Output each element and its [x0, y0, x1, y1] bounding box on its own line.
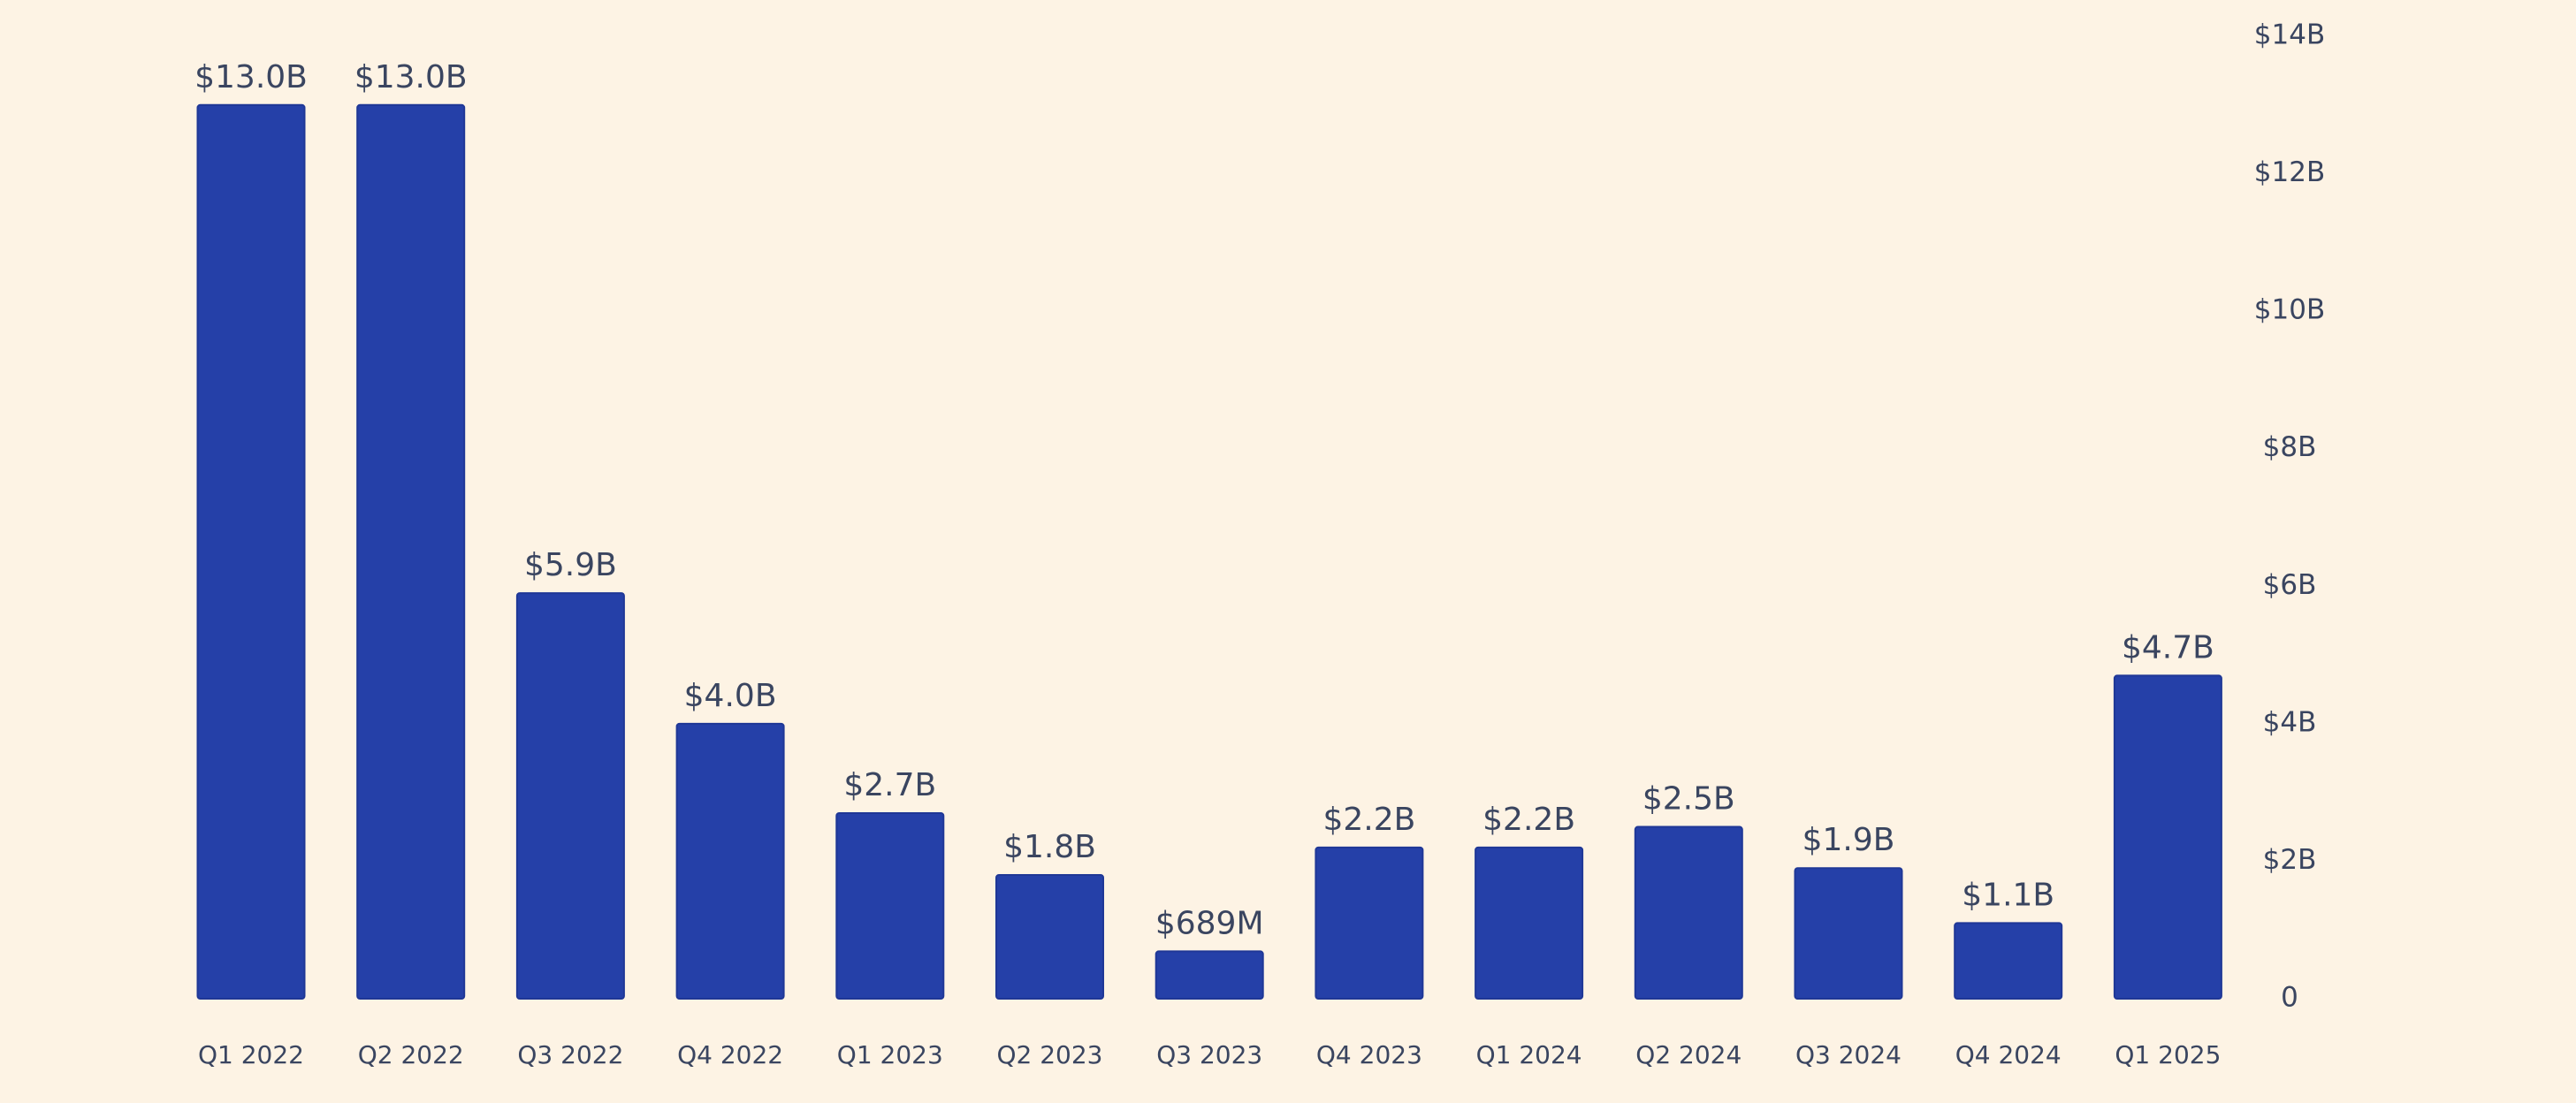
bar: [2113, 674, 2222, 1000]
data-label: $2.5B: [1642, 781, 1735, 818]
x-tick-label: Q1 2024: [1476, 1040, 1582, 1069]
data-label: $13.0B: [194, 59, 308, 95]
bar: [1155, 950, 1264, 1000]
data-label: $689M: [1155, 905, 1264, 941]
y-tick-label: $10B: [2254, 294, 2325, 326]
bar: [515, 592, 625, 1000]
data-label: $2.2B: [1322, 802, 1415, 838]
data-label: $4.0B: [684, 678, 777, 714]
x-tick-label: Q3 2024: [1795, 1040, 1902, 1069]
bar: [675, 722, 785, 1000]
data-label: $5.9B: [524, 547, 617, 583]
x-tick-label: Q3 2023: [1156, 1040, 1262, 1069]
x-tick-label: Q1 2025: [2115, 1040, 2221, 1069]
x-tick-label: Q4 2023: [1316, 1040, 1422, 1069]
data-label: $4.7B: [2122, 629, 2214, 666]
y-tick-label: 0: [2281, 982, 2298, 1014]
data-label: $2.2B: [1482, 802, 1575, 838]
bar: [1475, 846, 1584, 1000]
x-tick-label: Q1 2023: [837, 1040, 943, 1069]
data-label: $13.0B: [354, 59, 468, 95]
data-label: $1.1B: [1962, 877, 2054, 913]
data-label: $1.9B: [1802, 822, 1895, 858]
x-tick-label: Q2 2022: [358, 1040, 464, 1069]
bar: [1954, 922, 2063, 1000]
data-label: $1.8B: [1003, 829, 1096, 865]
x-tick-label: Q4 2022: [677, 1040, 783, 1069]
x-tick-label: Q2 2024: [1635, 1040, 1741, 1069]
x-tick-label: Q4 2024: [1955, 1040, 2062, 1069]
bar: [835, 811, 945, 1000]
bar: [356, 103, 466, 1000]
y-tick-label: $8B: [2263, 431, 2317, 463]
bar: [1315, 846, 1424, 1000]
y-tick-label: $2B: [2263, 844, 2317, 876]
bar: [196, 103, 306, 1000]
y-tick-label: $12B: [2254, 156, 2325, 188]
y-tick-label: $4B: [2263, 706, 2317, 738]
data-label: $2.7B: [843, 767, 936, 803]
bar: [995, 873, 1104, 1000]
y-tick-label: $6B: [2263, 569, 2317, 601]
x-tick-label: Q3 2022: [517, 1040, 623, 1069]
bar: [1794, 867, 1903, 1000]
bar: [1634, 825, 1743, 1000]
y-tick-label: $14B: [2254, 19, 2325, 51]
x-tick-label: Q2 2023: [996, 1040, 1102, 1069]
x-tick-label: Q1 2022: [198, 1040, 304, 1069]
